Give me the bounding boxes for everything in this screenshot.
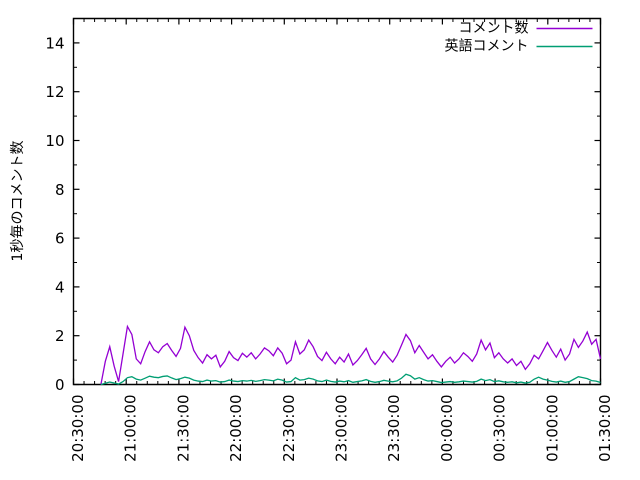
series-group bbox=[100, 324, 602, 386]
y-tick-label: 4 bbox=[55, 278, 65, 296]
x-tick-label: 23:00:00 bbox=[333, 395, 351, 462]
plot-frame bbox=[72, 17, 602, 386]
x-tick-label: 21:30:00 bbox=[174, 395, 192, 462]
series-line-english-comment bbox=[100, 373, 601, 386]
y-axis-tick-group: 0 2 4 6 8 10 12 14 bbox=[45, 34, 601, 394]
y-tick-label: 2 bbox=[55, 327, 65, 345]
x-tick-label: 00:30:00 bbox=[491, 395, 509, 462]
y-tick-label: 8 bbox=[55, 181, 65, 199]
y-tick-label: 12 bbox=[45, 83, 64, 101]
y-tick-label: 6 bbox=[55, 230, 65, 248]
y-tick-label: 10 bbox=[45, 132, 64, 150]
x-tick-label: 21:00:00 bbox=[122, 395, 140, 462]
x-tick-label: 00:00:00 bbox=[438, 395, 456, 462]
x-tick-label: 23:30:00 bbox=[385, 395, 403, 462]
x-tick-label: 20:30:00 bbox=[69, 395, 87, 462]
y-tick-label: 14 bbox=[45, 34, 64, 52]
legend-label: コメント数 bbox=[459, 21, 529, 37]
x-tick-label: 01:30:00 bbox=[596, 395, 614, 462]
series-line-comment-count bbox=[100, 324, 602, 385]
x-tick-label: 22:00:00 bbox=[227, 395, 245, 462]
legend-label: 英語コメント bbox=[445, 38, 529, 55]
x-tick-label: 22:30:00 bbox=[280, 395, 298, 462]
y-tick-label: 0 bbox=[55, 376, 65, 394]
y-axis-title: 1秒毎のコメント数 bbox=[10, 141, 26, 262]
x-tick-label: 01:00:00 bbox=[543, 395, 561, 462]
